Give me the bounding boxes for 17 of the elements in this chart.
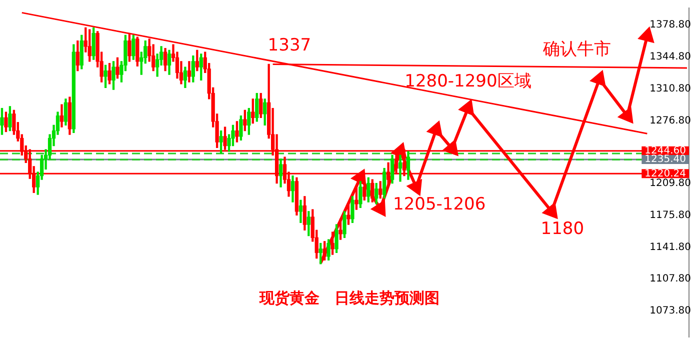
y-tick-label: 1107.80 bbox=[650, 274, 691, 285]
data-label: 1337 bbox=[268, 36, 312, 56]
y-tick-label: 1276.80 bbox=[650, 115, 691, 126]
y-tick-label: 1073.80 bbox=[650, 306, 691, 317]
data-label: 确认牛市 bbox=[542, 40, 612, 60]
ref-line-label: 1235.40 bbox=[644, 154, 686, 166]
y-tick-label: 1209.80 bbox=[650, 178, 691, 190]
text: 现货黄金 日线走势预测图 bbox=[258, 288, 440, 307]
data-label: 1280-1290区域 bbox=[404, 72, 532, 92]
y-tick-label: 1141.80 bbox=[650, 242, 691, 253]
y-tick-label: 1310.80 bbox=[650, 83, 691, 94]
y-tick-label: 1175.80 bbox=[650, 210, 691, 221]
ref-line-label: 1220.24 bbox=[644, 168, 686, 180]
data-label: 1205-1206 bbox=[393, 194, 486, 214]
y-tick-label: 1378.80 bbox=[650, 20, 691, 31]
y-tick-label: 1344.80 bbox=[650, 52, 691, 63]
data-label: 1180 bbox=[540, 218, 584, 239]
